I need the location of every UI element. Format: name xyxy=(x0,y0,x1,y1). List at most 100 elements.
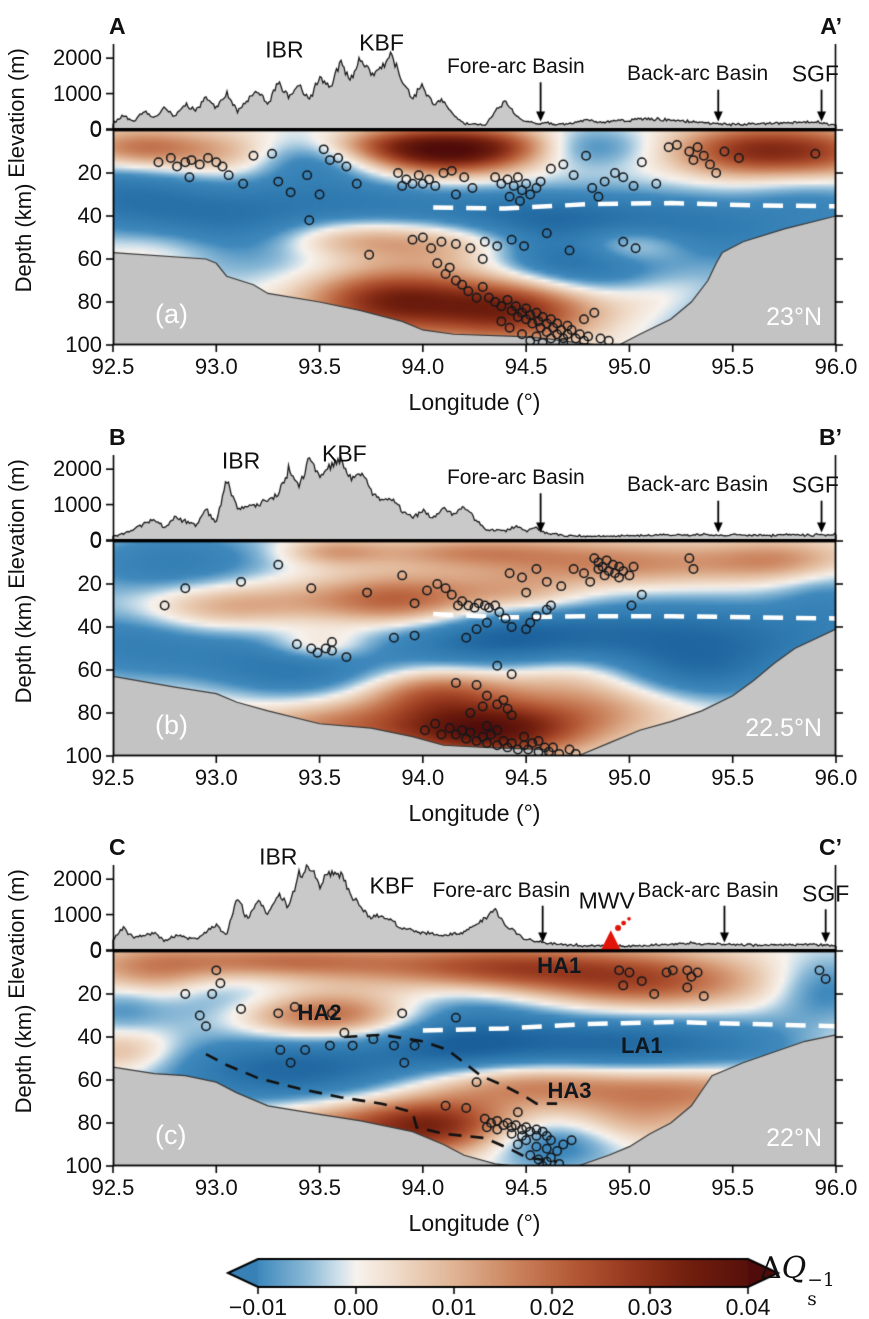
surface-annotation-ibr: IBR xyxy=(221,447,261,474)
longitude-tick-label: 93.5 xyxy=(298,765,341,790)
colorbar-tick-label: 0.03 xyxy=(627,1294,673,1319)
q-symbol: Q xyxy=(781,1251,807,1286)
delta-symbol: Δ xyxy=(760,1251,782,1286)
longitude-tick-label: 92.5 xyxy=(91,1175,135,1200)
surface-annotation-kbf: KBF xyxy=(359,29,404,56)
depth-tick-label: 0 xyxy=(89,528,102,553)
longitude-tick-label: 92.5 xyxy=(91,354,135,379)
depth-axis-label: Depth (km) xyxy=(11,183,36,293)
surface-annotation-fore-arc-basin: Fore-arc Basin xyxy=(446,466,585,490)
elevation-tick-label: 0 xyxy=(89,116,102,141)
depth-tick-label: 40 xyxy=(77,614,102,639)
section-endpoint-label: A’ xyxy=(820,13,842,39)
longitude-tick-label: 94.0 xyxy=(401,354,445,379)
surface-annotation-ibr: IBR xyxy=(265,36,304,63)
longitude-tick-label: 95.0 xyxy=(608,354,651,379)
longitude-tick-label: 93.5 xyxy=(298,354,341,379)
surface-annotation-sgf: SGF xyxy=(791,471,839,498)
surface-annotation-sgf: SGF xyxy=(791,60,839,87)
surface-annotation-fore-arc-basin: Fore-arc Basin xyxy=(446,55,585,79)
elevation-axis-label: Elevation (m) xyxy=(4,869,29,999)
longitude-tick-label: 94.0 xyxy=(401,765,445,790)
colorbar-tick-label: −0.01 xyxy=(228,1294,288,1319)
region-label-ha2: HA2 xyxy=(297,1000,342,1026)
colorbar-label: ΔQ −1 s xyxy=(760,1251,835,1310)
depth-tick-label: 60 xyxy=(77,1067,102,1092)
region-label-ha1: HA1 xyxy=(537,953,582,979)
depth-tick-label: 100 xyxy=(65,332,102,357)
depth-tick-label: 40 xyxy=(77,203,102,228)
elevation-axis-label: Elevation (m) xyxy=(4,459,29,589)
longitude-tick-label: 96.0 xyxy=(814,354,858,379)
panel-letter: (c) xyxy=(155,1120,187,1150)
surface-annotation-ibr: IBR xyxy=(259,843,298,870)
longitude-tick-label: 93.0 xyxy=(194,765,238,790)
longitude-tick-label: 95.0 xyxy=(608,765,651,790)
surface-annotation-back-arc-basin: Back-arc Basin xyxy=(626,62,769,86)
subscript: s xyxy=(807,1288,817,1310)
x-axis-label: Longitude (°) xyxy=(408,1210,541,1236)
longitude-tick-label: 92.5 xyxy=(91,765,135,790)
longitude-tick-label: 96.0 xyxy=(814,765,858,790)
longitude-tick-label: 95.5 xyxy=(711,354,755,379)
depth-tick-label: 20 xyxy=(77,571,102,596)
longitude-tick-label: 94.5 xyxy=(504,1175,548,1200)
latitude-label: 22.5°N xyxy=(745,714,822,742)
elevation-tick-label: 1000 xyxy=(53,80,102,106)
panel-letter: (a) xyxy=(155,299,188,329)
longitude-tick-label: 94.5 xyxy=(504,765,548,790)
longitude-tick-label: 93.5 xyxy=(298,1175,341,1200)
depth-tick-label: 0 xyxy=(89,117,102,142)
section-endpoint-label: C’ xyxy=(819,834,842,860)
exponent: −1 xyxy=(807,1270,835,1292)
depth-tick-label: 100 xyxy=(65,743,102,768)
depth-tick-label: 0 xyxy=(89,938,102,963)
elevation-tick-label: 2000 xyxy=(53,866,102,892)
depth-tick-label: 80 xyxy=(77,289,102,314)
elevation-tick-label: 1000 xyxy=(53,901,102,927)
colorbar-tick-label: 0.00 xyxy=(333,1294,379,1319)
longitude-tick-label: 96.0 xyxy=(814,1175,858,1200)
surface-annotation-fore-arc-basin: Fore-arc Basin xyxy=(432,878,571,902)
colorbar-tick-label: 0.01 xyxy=(431,1294,477,1319)
section-endpoint-label: C xyxy=(109,834,126,860)
depth-tick-label: 40 xyxy=(77,1024,102,1049)
longitude-tick-label: 95.5 xyxy=(711,1175,755,1200)
surface-annotation-kbf: KBF xyxy=(369,872,415,899)
x-axis-label: Longitude (°) xyxy=(408,389,541,415)
longitude-tick-label: 93.0 xyxy=(194,354,238,379)
x-axis-label: Longitude (°) xyxy=(408,800,541,826)
section-endpoint-label: B’ xyxy=(819,424,842,450)
section-endpoint-label: B xyxy=(109,424,126,450)
region-label-la1: LA1 xyxy=(621,1032,663,1058)
depth-tick-label: 80 xyxy=(77,700,102,725)
depth-tick-label: 60 xyxy=(77,246,102,271)
longitude-tick-label: 93.0 xyxy=(194,1175,238,1200)
depth-axis-label: Depth (km) xyxy=(11,594,36,704)
elevation-tick-label: 0 xyxy=(89,937,102,962)
surface-annotation-back-arc-basin: Back-arc Basin xyxy=(637,878,779,902)
elevation-tick-label: 2000 xyxy=(53,456,102,482)
panel-letter: (b) xyxy=(155,710,188,740)
longitude-tick-label: 94.5 xyxy=(504,354,548,379)
surface-annotation-sgf: SGF xyxy=(802,880,850,907)
volcano-label-mwv: MWV xyxy=(578,887,635,914)
depth-tick-label: 60 xyxy=(77,657,102,682)
depth-tick-label: 100 xyxy=(65,1153,102,1178)
colorbar-tick-label: 0.02 xyxy=(529,1294,575,1319)
elevation-axis-label: Elevation (m) xyxy=(4,48,29,178)
longitude-tick-label: 95.5 xyxy=(711,765,755,790)
elevation-tick-label: 0 xyxy=(89,527,102,552)
depth-axis-label: Depth (km) xyxy=(11,1004,36,1114)
elevation-tick-label: 2000 xyxy=(53,45,102,71)
depth-tick-label: 80 xyxy=(77,1110,102,1135)
longitude-tick-label: 95.0 xyxy=(608,1175,651,1200)
longitude-tick-label: 94.0 xyxy=(401,1175,445,1200)
elevation-tick-label: 1000 xyxy=(53,491,102,517)
latitude-label: 23°N xyxy=(766,303,822,331)
surface-annotation-kbf: KBF xyxy=(321,440,367,467)
surface-annotation-back-arc-basin: Back-arc Basin xyxy=(626,473,769,497)
depth-tick-label: 20 xyxy=(77,160,102,185)
